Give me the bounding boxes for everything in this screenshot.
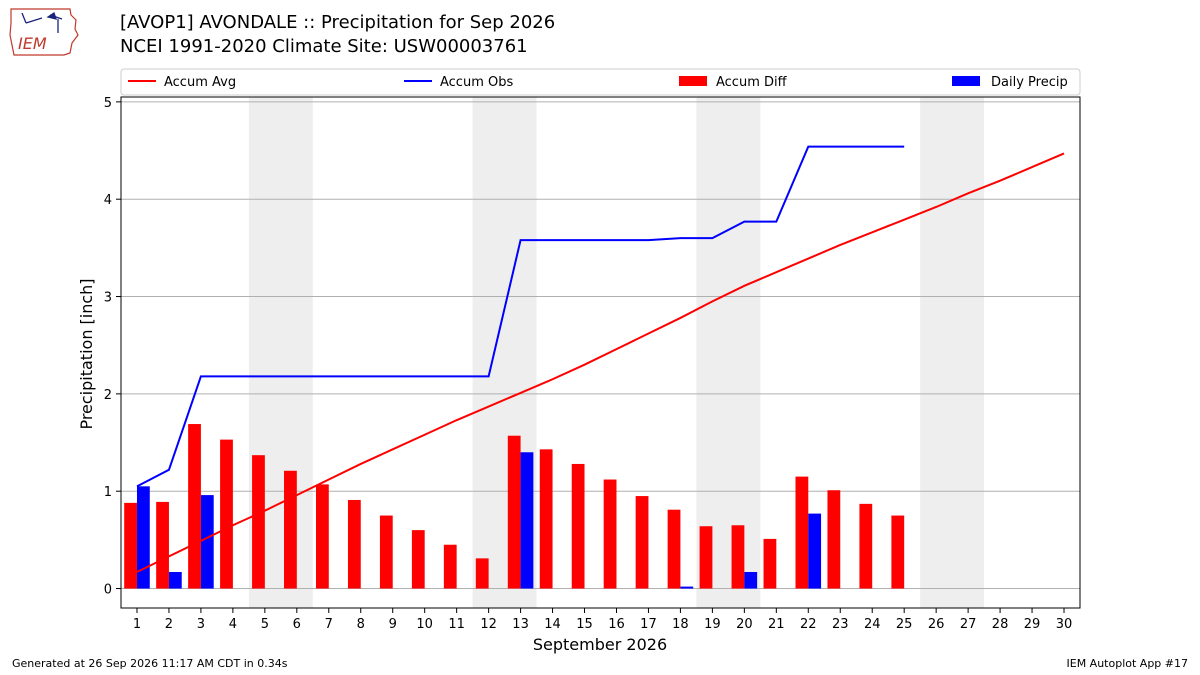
legend-entry-label: Daily Precip bbox=[991, 75, 1068, 90]
daily-precip-bar bbox=[520, 452, 534, 589]
x-tick-label: 7 bbox=[325, 617, 333, 632]
plot-frame bbox=[120, 96, 1081, 609]
x-tick-label: 13 bbox=[512, 617, 529, 632]
x-tick-label: 2 bbox=[165, 617, 173, 632]
x-tick-label: 3 bbox=[197, 617, 205, 632]
accum-diff-bar bbox=[443, 544, 457, 589]
accum-diff-bar bbox=[252, 455, 265, 589]
x-tick-label: 9 bbox=[389, 617, 397, 632]
y-tick-label: 5 bbox=[104, 96, 112, 111]
daily-precip-bar bbox=[808, 513, 822, 589]
x-tick-label: 15 bbox=[576, 617, 593, 632]
x-tick-label: 30 bbox=[1056, 617, 1073, 632]
accum-diff-bar bbox=[188, 424, 201, 589]
x-tick-label: 26 bbox=[928, 617, 945, 632]
accum-diff-bar bbox=[156, 501, 169, 589]
accum-diff-bar bbox=[475, 558, 489, 589]
accum-diff-bar bbox=[731, 525, 745, 589]
x-tick-label: 16 bbox=[608, 617, 625, 632]
y-tick-label: 4 bbox=[104, 193, 112, 208]
x-tick-label: 5 bbox=[261, 617, 269, 632]
x-axis: 1 2 3 4 5 6 7 8 9 10 11 12 13 14 15 16 17 18 19 20 21 22 23 24 2… bbox=[133, 608, 1072, 632]
legend: Accum Avg Accum Obs Accum Diff Daily Precip bbox=[120, 68, 1081, 96]
accum-diff-bar bbox=[284, 470, 297, 589]
logo-text: IEM bbox=[18, 34, 47, 53]
accum-diff-bar bbox=[411, 530, 425, 589]
accum-diff-bar bbox=[315, 484, 329, 589]
accum-diff-bar bbox=[891, 515, 905, 589]
accum-diff-bar bbox=[699, 526, 713, 589]
weather-station-icon bbox=[21, 11, 63, 33]
x-tick-label: 1 bbox=[133, 617, 141, 632]
legend-entry-label: Accum Obs bbox=[440, 75, 513, 90]
x-tick-label: 19 bbox=[704, 617, 721, 632]
legend-bar-swatch bbox=[679, 76, 707, 86]
y-tick-label: 2 bbox=[104, 388, 112, 403]
y-tick-label: 0 bbox=[104, 583, 112, 598]
legend-box bbox=[120, 68, 1081, 96]
accum-diff-bar bbox=[379, 515, 393, 589]
accum-diff-bar bbox=[763, 538, 777, 589]
x-tick-label: 14 bbox=[544, 617, 561, 632]
accum-diff-bar bbox=[635, 496, 649, 589]
accum-diff-bar bbox=[827, 490, 841, 589]
chart-title: [AVOP1] AVONDALE :: Precipitation for Se… bbox=[120, 12, 556, 33]
y-tick-label: 1 bbox=[104, 485, 112, 500]
accum-diff-bar bbox=[667, 509, 681, 589]
x-tick-label: 10 bbox=[416, 617, 433, 632]
accum-diff-bar bbox=[859, 503, 873, 589]
daily-precip-bar bbox=[136, 486, 150, 589]
x-tick-label: 21 bbox=[768, 617, 785, 632]
x-tick-label: 17 bbox=[640, 617, 657, 632]
x-tick-label: 24 bbox=[864, 617, 881, 632]
legend-entry-label: Accum Diff bbox=[716, 75, 788, 90]
daily-precip-bar bbox=[744, 571, 758, 589]
legend-entry-label: Accum Avg bbox=[164, 75, 236, 90]
x-tick-label: 12 bbox=[480, 617, 497, 632]
iem-logo: IEM bbox=[9, 8, 79, 56]
accum-avg-line bbox=[136, 152, 1065, 573]
accum-diff-bar bbox=[124, 502, 137, 589]
x-tick-label: 4 bbox=[229, 617, 237, 632]
accum-diff-bar bbox=[603, 479, 617, 589]
series-lines bbox=[136, 145, 1065, 573]
x-tick-label: 25 bbox=[896, 617, 913, 632]
accum-diff-bar bbox=[347, 499, 361, 589]
y-tick-label: 3 bbox=[104, 291, 112, 306]
accum-diff-bar bbox=[220, 439, 233, 589]
y-axis: 0 1 2 3 4 5 bbox=[104, 96, 121, 598]
weekend-band bbox=[920, 97, 985, 608]
app-credit: IEM Autoplot App #17 bbox=[1066, 657, 1189, 670]
x-tick-label: 23 bbox=[832, 617, 849, 632]
generated-timestamp: Generated at 26 Sep 2026 11:17 AM CDT in… bbox=[12, 657, 288, 670]
accum-diff-bar bbox=[539, 449, 553, 589]
x-tick-label: 29 bbox=[1024, 617, 1041, 632]
chart-subtitle: NCEI 1991-2020 Climate Site: USW00003761 bbox=[120, 36, 528, 57]
grid-lines bbox=[121, 101, 1080, 590]
legend-bar-swatch bbox=[952, 76, 980, 86]
weekend-band bbox=[696, 97, 761, 608]
x-tick-label: 28 bbox=[992, 617, 1009, 632]
bars bbox=[124, 424, 905, 589]
x-tick-label: 8 bbox=[357, 617, 365, 632]
x-tick-label: 6 bbox=[293, 617, 301, 632]
x-tick-label: 18 bbox=[672, 617, 689, 632]
accum-diff-bar bbox=[571, 463, 585, 589]
accum-diff-bar bbox=[795, 476, 809, 589]
daily-precip-bar bbox=[200, 495, 214, 589]
x-tick-label: 11 bbox=[448, 617, 465, 632]
y-axis-label: Precipitation [inch] bbox=[77, 278, 96, 429]
accum-diff-bar bbox=[507, 435, 521, 589]
x-tick-label: 22 bbox=[800, 617, 817, 632]
accum-obs-line bbox=[136, 145, 905, 488]
x-axis-label: September 2026 bbox=[533, 635, 667, 654]
daily-precip-bar bbox=[168, 571, 182, 589]
x-tick-label: 27 bbox=[960, 617, 977, 632]
iowa-state-outline bbox=[9, 8, 79, 56]
x-tick-label: 20 bbox=[736, 617, 753, 632]
daily-precip-bar bbox=[680, 586, 694, 589]
